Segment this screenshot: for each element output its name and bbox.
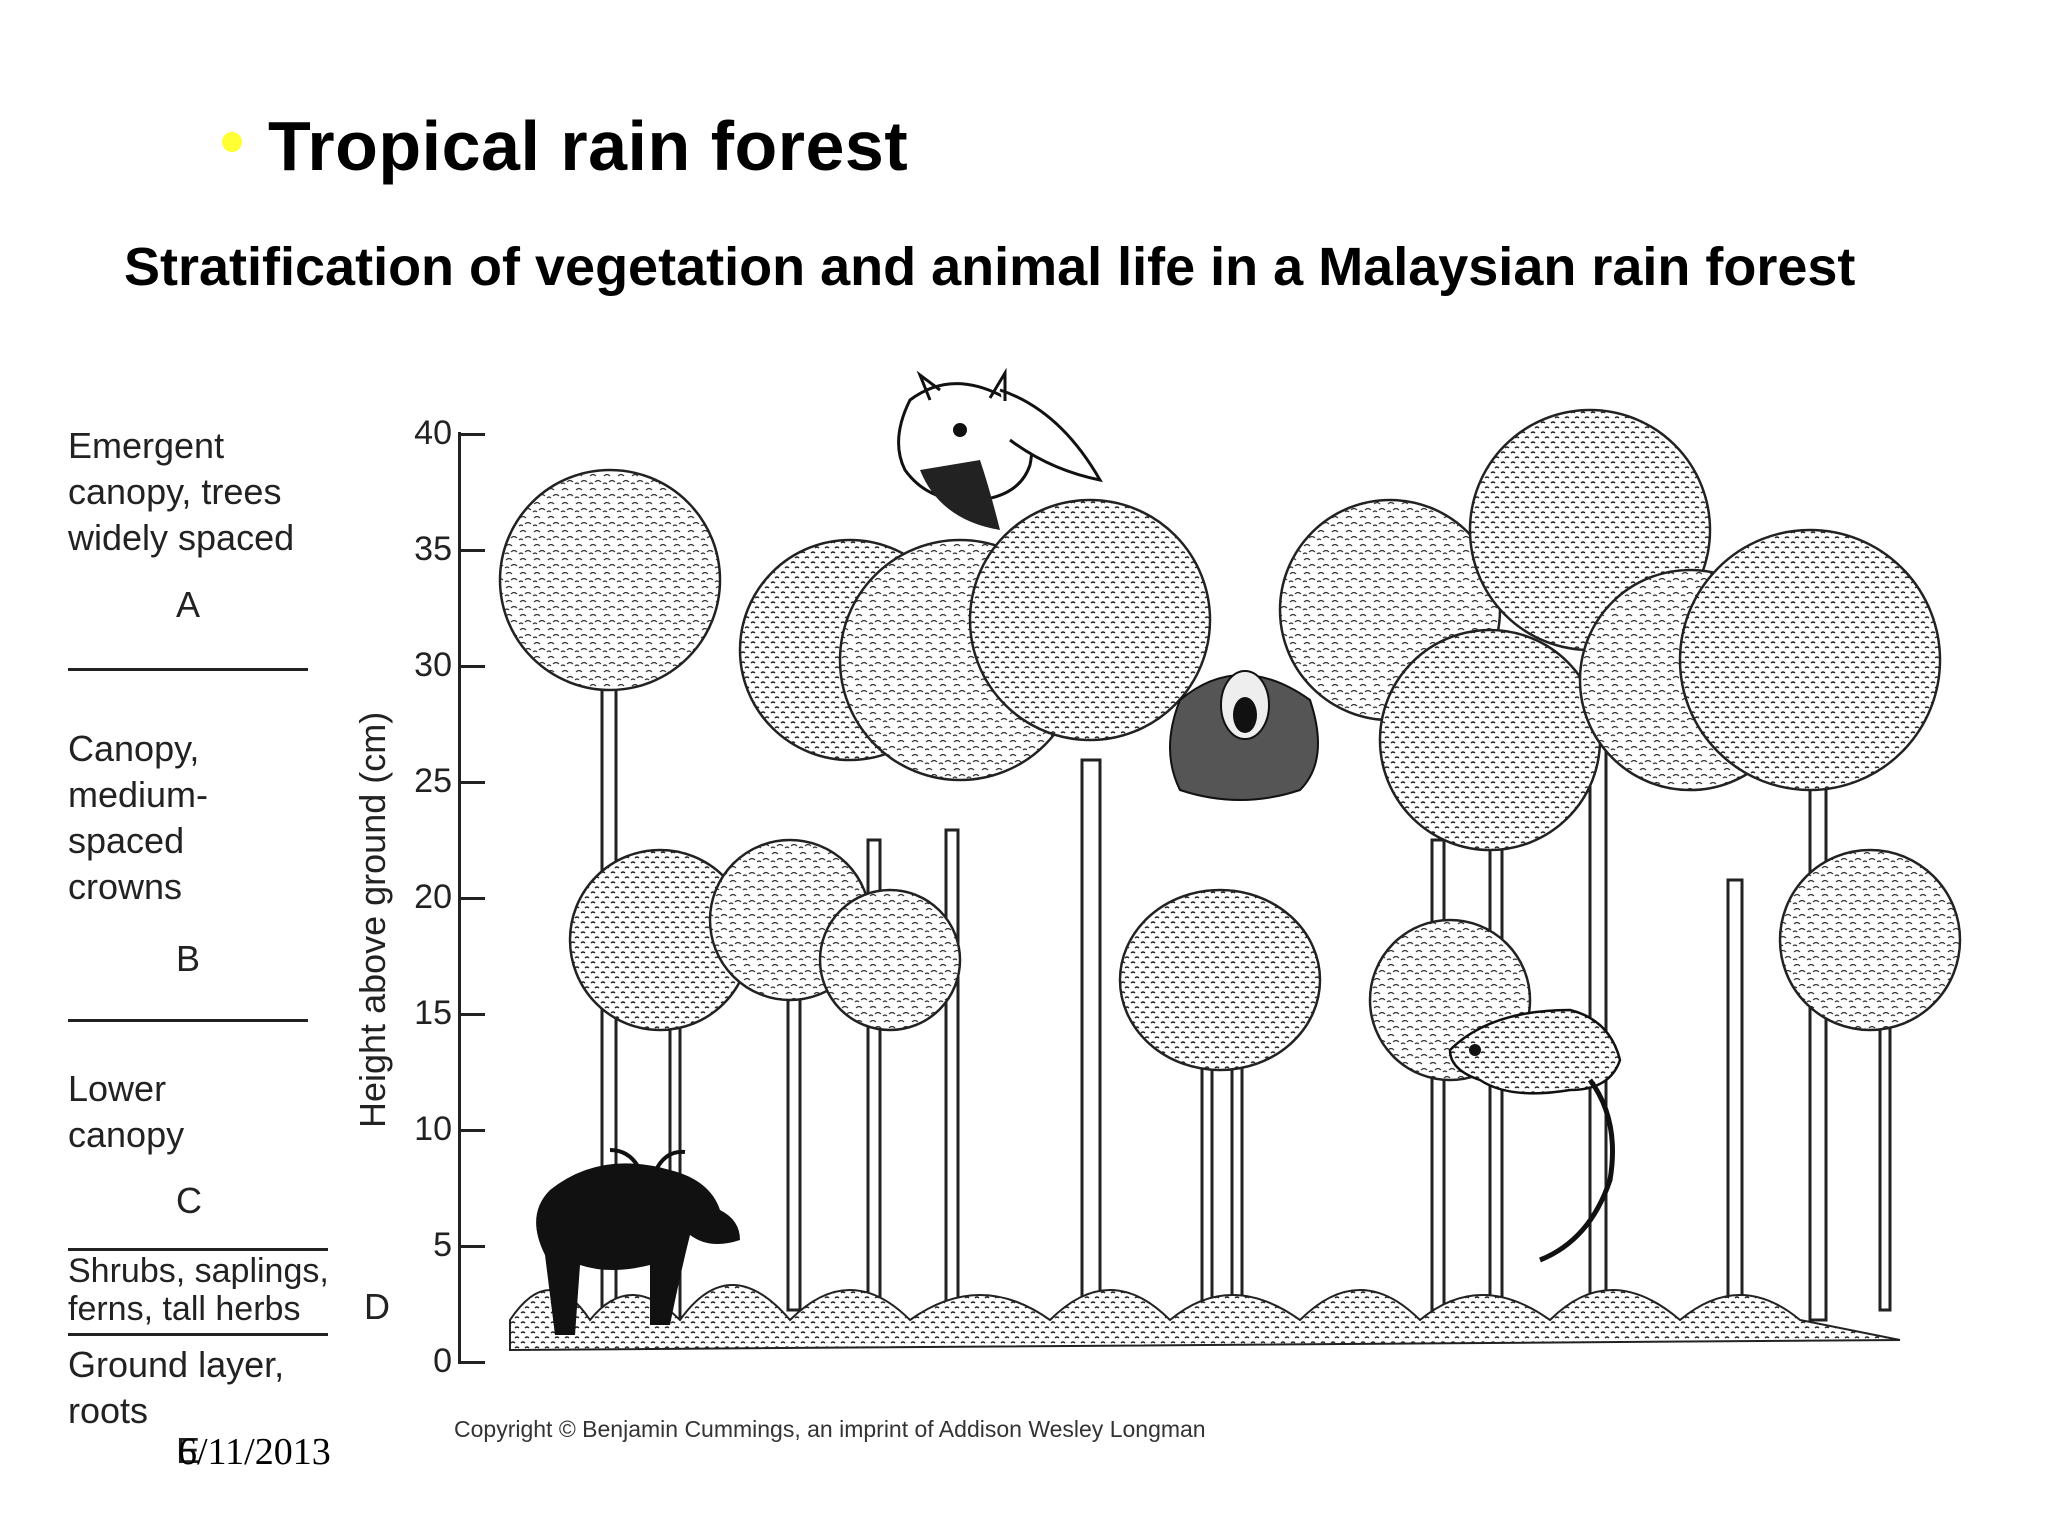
layer-b-label: Canopy, medium- spaced crowns [68,728,209,907]
y-axis-label: Height above ground (cm) [352,711,393,1128]
rainforest-illustration [498,367,1962,1352]
y-axis-tick-label: 40 [414,414,452,452]
layer-c-label: Lower canopy [68,1068,185,1155]
bullet-icon [222,132,242,152]
layer-b-letter: B [176,938,201,979]
layer-d-label: Shrubs, saplings, ferns, tall herbs [68,1252,329,1328]
y-axis-tick [461,1361,485,1364]
y-axis-tick-label: 15 [414,994,452,1032]
slide-date: 6/11/2013 [178,1431,331,1473]
slide-title: Tropical rain forest [268,107,909,185]
flying-squirrel-icon [897,367,1103,530]
y-axis-tick-label: 20 [414,878,452,916]
y-axis-tick [461,1245,485,1248]
tapir-icon [536,1148,740,1335]
y-axis-tick-label: 30 [414,646,452,684]
copyright-notice: Copyright © Benjamin Cummings, an imprin… [454,1416,1206,1442]
y-axis-line [458,432,461,1364]
layer-d-letter: D [364,1286,390,1327]
y-axis-tick-label: 10 [414,1110,452,1148]
y-axis-tick [461,665,485,668]
y-axis-tick-label: 0 [433,1342,452,1380]
divider-ab [68,668,308,671]
y-axis-tick-label: 5 [433,1226,452,1264]
layer-a-letter: A [176,584,201,625]
y-axis-tick [461,549,485,552]
layer-e-label: Ground layer, roots [68,1344,285,1431]
y-axis-tick [461,897,485,900]
y-axis-tick [461,433,485,436]
divider-cd [68,1248,328,1251]
divider-de [68,1333,328,1336]
divider-bc [68,1019,308,1022]
layer-c-letter: C [176,1180,202,1221]
rainforest-trees-icon [498,408,1962,1352]
diagram-subtitle: Stratification of vegetation and animal … [124,237,1856,297]
y-axis-tick [461,781,485,784]
y-axis-tick-label: 25 [414,762,452,800]
layer-e-letter: E [176,1430,201,1471]
y-axis-tick [461,1013,485,1016]
gibbon-icon [1169,670,1319,801]
layer-a-label: Emergent canopy, trees widely spaced [68,425,295,558]
civet-icon [1448,1008,1622,1263]
y-axis-tick [461,1129,485,1132]
y-axis-tick-label: 35 [414,530,452,568]
